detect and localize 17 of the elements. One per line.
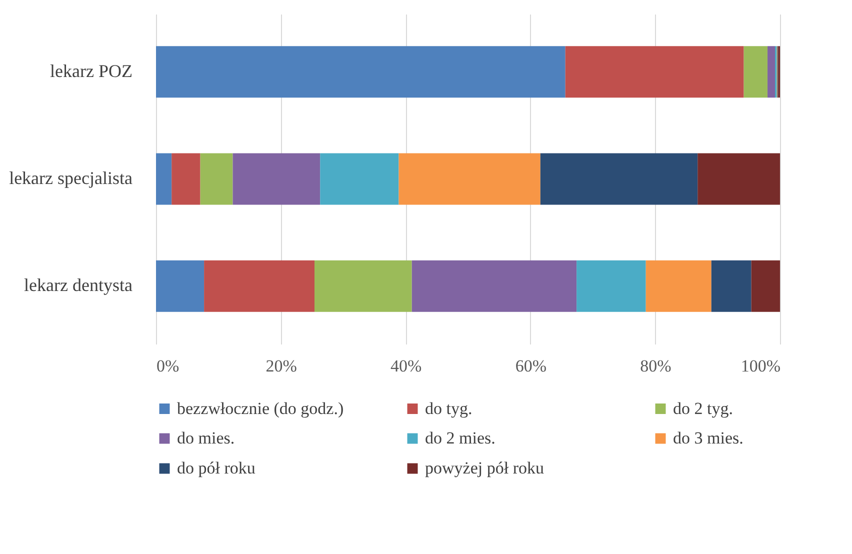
legend-label: do 3 mies. bbox=[673, 428, 744, 448]
x-tick-label: 60% bbox=[515, 356, 546, 376]
legend-label: powyżej pół roku bbox=[425, 458, 544, 478]
x-tick-label: 40% bbox=[390, 356, 422, 376]
legend-label: bezzwłocznie (do godz.) bbox=[177, 398, 344, 418]
legend-label: do 2 mies. bbox=[425, 428, 496, 448]
x-tick-label: 0% bbox=[156, 356, 180, 376]
x-tick-label: 80% bbox=[640, 356, 672, 376]
legend-label: do 2 tyg. bbox=[673, 398, 733, 418]
legend-label: do tyg. bbox=[425, 398, 472, 418]
x-tick-label: 100% bbox=[740, 356, 780, 376]
y-tick-label: lekarz dentysta bbox=[24, 275, 133, 296]
legend-label: do mies. bbox=[177, 428, 235, 448]
x-tick-label: 20% bbox=[266, 356, 297, 376]
legend-label: do pół roku bbox=[177, 458, 256, 478]
y-tick-label: lekarz specjalista bbox=[9, 168, 133, 188]
y-tick-label: lekarz POZ bbox=[50, 60, 133, 81]
